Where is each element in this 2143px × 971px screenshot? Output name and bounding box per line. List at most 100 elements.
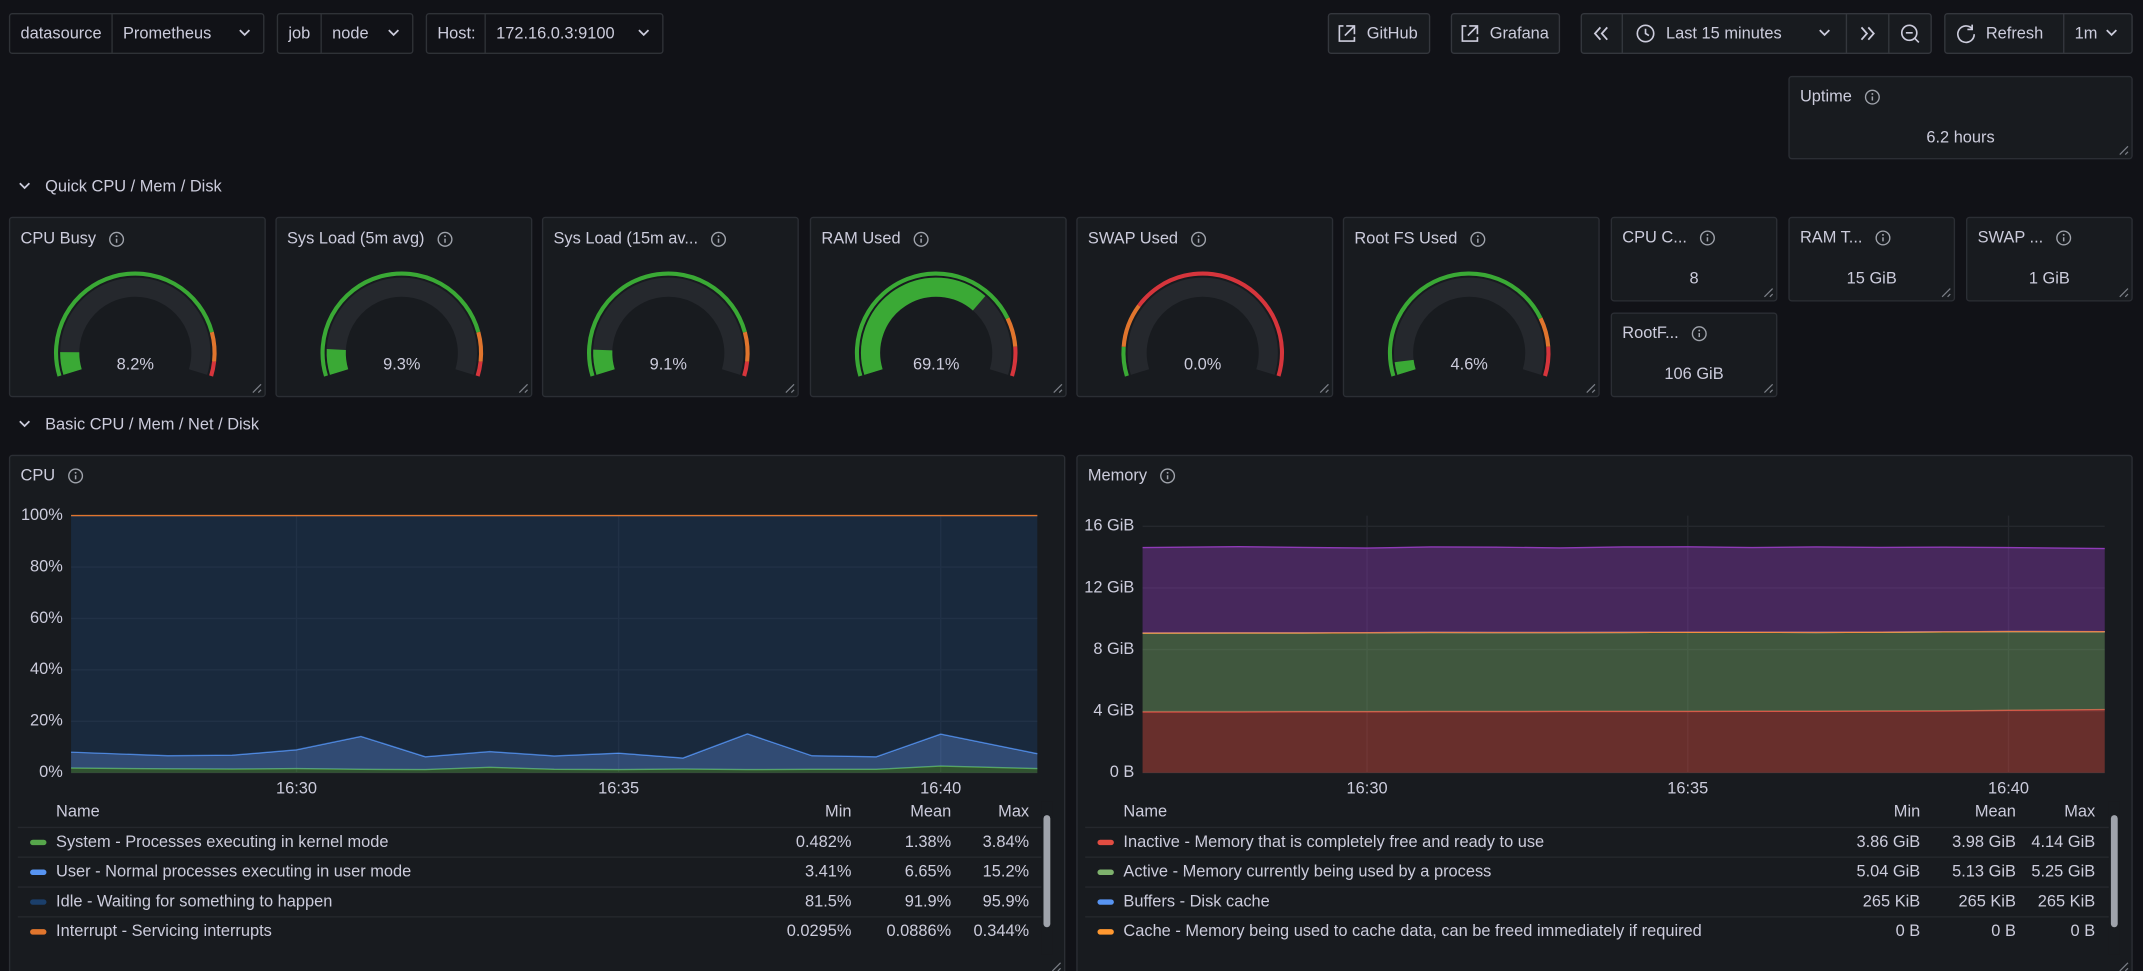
legend-header: Name [1123, 803, 1167, 821]
refresh-button[interactable] [1944, 12, 2133, 55]
legend-stat: 0.344% [974, 922, 1030, 940]
legend-header: Mean [1975, 803, 2016, 821]
legend-header: Mean [910, 803, 951, 821]
legend-name[interactable]: Cache - Memory being used to cache data,… [1123, 922, 1701, 940]
chevron-icon [388, 29, 400, 37]
legend-name[interactable]: System - Processes executing in kernel m… [56, 833, 388, 851]
legend-stat: 4.14 GiB [2031, 833, 2095, 851]
panel-title: SWAP Used [1088, 230, 1178, 248]
stat-value: 106 GiB [1664, 365, 1723, 383]
refresh-interval[interactable]: 1m [2075, 25, 2098, 43]
gauge-track [60, 277, 211, 375]
time-range[interactable]: Last 15 minutes [1666, 25, 1782, 43]
resize-handle [785, 383, 795, 393]
legend-swatch[interactable] [1097, 899, 1114, 905]
info-icon-dot [115, 235, 118, 238]
legend-stat: 95.9% [983, 892, 1029, 910]
scrollbar-thumb[interactable] [1043, 815, 1051, 928]
variable-label: job [287, 25, 310, 43]
refresh-icon [1957, 24, 1976, 44]
chevron-icon [19, 182, 31, 190]
threshold-arc [475, 361, 483, 377]
legend-swatch[interactable] [1097, 929, 1114, 935]
x-tick-label: 16:40 [920, 779, 961, 797]
info-icon-dot [920, 235, 923, 238]
gauge-value-arc [1394, 359, 1416, 375]
info-icon [1875, 230, 1891, 246]
resize-handle [1053, 383, 1063, 393]
legend-swatch[interactable] [1097, 839, 1114, 846]
legend-swatch[interactable] [1097, 869, 1114, 875]
legend-name[interactable]: Interrupt - Servicing interrupts [56, 922, 272, 940]
info-icon-dot [1882, 233, 1884, 236]
gauge-value: 8.2% [117, 355, 154, 373]
threshold-arc [1121, 346, 1129, 377]
threshold-arc [1387, 271, 1543, 377]
resize-handle [1941, 288, 1951, 298]
shift-back-icon[interactable] [1593, 26, 1608, 41]
panel [1610, 312, 1778, 398]
shift-forward-icon[interactable] [1860, 26, 1875, 41]
gauge-value: 9.3% [383, 355, 420, 373]
zoom-out-icon[interactable] [1900, 24, 1918, 42]
threshold-arc [1538, 317, 1551, 347]
legend-name[interactable]: Buffers - Disk cache [1123, 892, 1269, 910]
link-label[interactable]: GitHub [1367, 25, 1418, 43]
series-fill [1142, 546, 2105, 634]
legend-swatch[interactable] [30, 839, 47, 846]
legend-name[interactable]: Idle - Waiting for something to happen [56, 892, 332, 910]
series-fill [1142, 709, 2105, 773]
legend-name[interactable]: User - Normal processes executing in use… [56, 863, 411, 881]
refresh-label[interactable]: Refresh [1986, 25, 2043, 43]
link-button[interactable] [1327, 12, 1431, 55]
scrollbar-thumb[interactable] [2110, 815, 2118, 928]
resize-handle [2119, 288, 2129, 298]
legend-stat: 265 KiB [1958, 892, 2015, 910]
threshold-arc [854, 271, 1010, 377]
x-tick-label: 16:35 [1667, 779, 1708, 797]
panel-title: Uptime [1800, 87, 1852, 105]
info-icon [1191, 231, 1207, 247]
legend-stat: 1.38% [905, 833, 951, 851]
gauge-track [593, 277, 744, 375]
threshold-arc [320, 271, 481, 377]
legend-name[interactable]: Active - Memory currently being used by … [1123, 863, 1491, 881]
variable-value[interactable]: 172.16.0.3:9100 [496, 25, 614, 43]
gauge-track [1394, 277, 1545, 375]
info-icon [1691, 326, 1707, 342]
row-title[interactable]: Basic CPU / Mem / Net / Disk [45, 416, 260, 434]
legend-swatch[interactable] [30, 869, 47, 875]
panel [1966, 216, 2133, 302]
info-icon-dot [74, 471, 77, 474]
link-label[interactable]: Grafana [1490, 25, 1550, 43]
link-button[interactable] [1450, 12, 1561, 55]
legend-stat: 0 B [2071, 922, 2096, 940]
panel-title: Memory [1088, 466, 1148, 484]
panel-title: RAM Used [821, 230, 900, 248]
variable-label: Host: [437, 25, 475, 43]
x-tick-label: 16:35 [598, 779, 639, 797]
panel [1788, 216, 1956, 302]
legend-swatch[interactable] [30, 929, 47, 935]
stat-value: 1 GiB [2029, 269, 2070, 287]
variable-box[interactable] [276, 12, 414, 55]
resize-handle [1763, 383, 1774, 393]
y-tick-label: 12 GiB [1084, 578, 1134, 596]
threshold-arc [1121, 304, 1141, 347]
info-icon [109, 231, 125, 247]
legend-swatch[interactable] [30, 899, 47, 905]
y-tick-label: 100% [21, 506, 63, 524]
variable-value[interactable]: Prometheus [123, 25, 211, 43]
time-picker[interactable] [1580, 12, 1932, 55]
series-line [71, 765, 1038, 771]
panel-title: Sys Load (5m avg) [287, 230, 425, 248]
panel-title: CPU [21, 466, 56, 484]
gauge-value: 69.1% [913, 355, 959, 373]
threshold-arc [476, 331, 484, 362]
variable-box[interactable] [8, 12, 265, 55]
threshold-arc [1010, 346, 1018, 377]
row-title[interactable]: Quick CPU / Mem / Disk [45, 178, 222, 196]
threshold-arc [209, 331, 217, 362]
variable-value[interactable]: node [332, 25, 368, 43]
legend-name[interactable]: Inactive - Memory that is completely fre… [1123, 833, 1544, 851]
